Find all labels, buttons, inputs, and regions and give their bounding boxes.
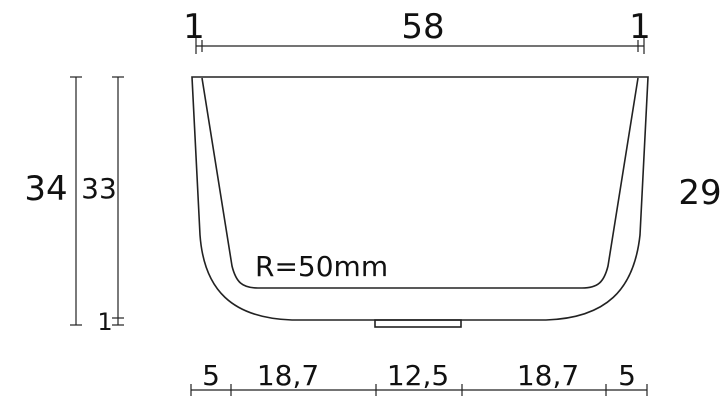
left-dimensions: 34 33 1 [24,76,124,336]
top-dimension: 1 58 1 [183,7,651,54]
right-height-label: 29 [678,173,721,213]
inner-height-label: 33 [81,172,117,205]
top-left-edge-label: 1 [183,7,205,47]
top-right-edge-label: 1 [629,7,651,47]
radius-annotation: R=50mm [255,250,388,283]
bottom-seg-3-label: 12,5 [387,359,449,392]
basin-inner-shape [201,77,639,289]
basin-outer-shape [191,76,649,321]
bottom-dimension: 5 18,7 12,5 18,7 5 [190,359,648,396]
top-width-label: 58 [401,7,444,47]
drain-foot [374,319,462,328]
bottom-seg-5-label: 5 [618,359,636,392]
total-height-label: 34 [24,169,67,209]
bottom-seg-2-label: 18,7 [257,359,319,392]
bottom-seg-1-label: 5 [202,359,220,392]
basin-outline [191,76,649,328]
bottom-seg-4-label: 18,7 [517,359,579,392]
base-height-label: 1 [97,308,112,336]
